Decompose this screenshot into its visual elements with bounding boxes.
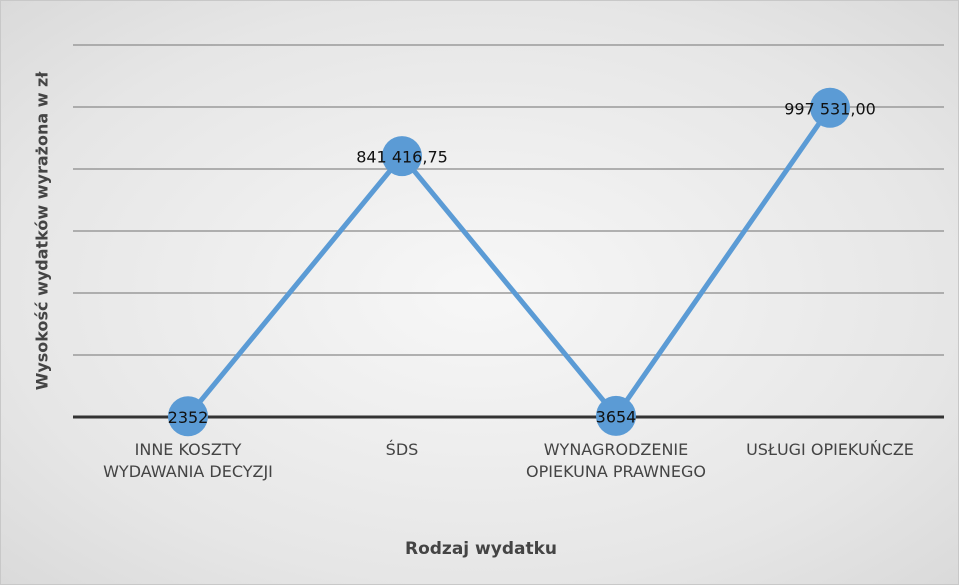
x-tick-label: WYNAGRODZENIE OPIEKUNA PRAWNEGO [526, 440, 706, 481]
data-label: 2352 [168, 408, 209, 427]
data-label: 3654 [596, 407, 637, 426]
marker [596, 395, 636, 436]
x-tick-label: USŁUGI OPIEKUŃCZE [746, 440, 914, 459]
marker [168, 396, 208, 437]
y-axis-label: Wysokość wydatków wyrażona w zł [33, 71, 52, 391]
marker [382, 136, 422, 177]
data-label: 997 531,00 [784, 99, 876, 118]
x-tick-label: INNE KOSZTY WYDAWANIA DECYZJI [103, 440, 273, 481]
marker [810, 87, 850, 128]
x-tick-label: ŚDS [385, 440, 419, 459]
data-label: 841 416,75 [356, 148, 448, 167]
series-line [186, 106, 833, 421]
x-axis-label: Rodzaj wydatku [405, 539, 557, 559]
